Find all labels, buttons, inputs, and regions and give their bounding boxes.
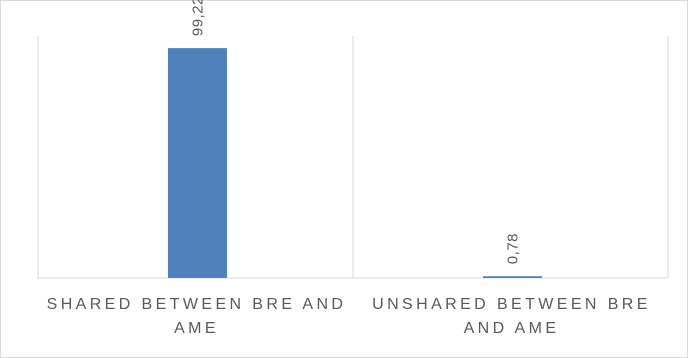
bar-1 xyxy=(168,48,227,278)
data-label-1: 99,22 xyxy=(190,0,207,36)
category-label-2-line-1: UNSHARED BETWEEN BRE xyxy=(372,296,651,313)
labels-layer: 99,22 SHARED BETWEEN BRE AND AME 0,78 UNSHAR… xyxy=(47,0,651,337)
bars-layer xyxy=(168,48,542,278)
category-label-1-line-2: AME xyxy=(174,320,219,337)
category-label-2-line-2: AND AME xyxy=(464,320,560,337)
data-label-2: 0,78 xyxy=(505,233,522,264)
category-label-1-line-1: SHARED BETWEEN BRE AND xyxy=(47,296,347,313)
bar-2 xyxy=(483,276,542,278)
